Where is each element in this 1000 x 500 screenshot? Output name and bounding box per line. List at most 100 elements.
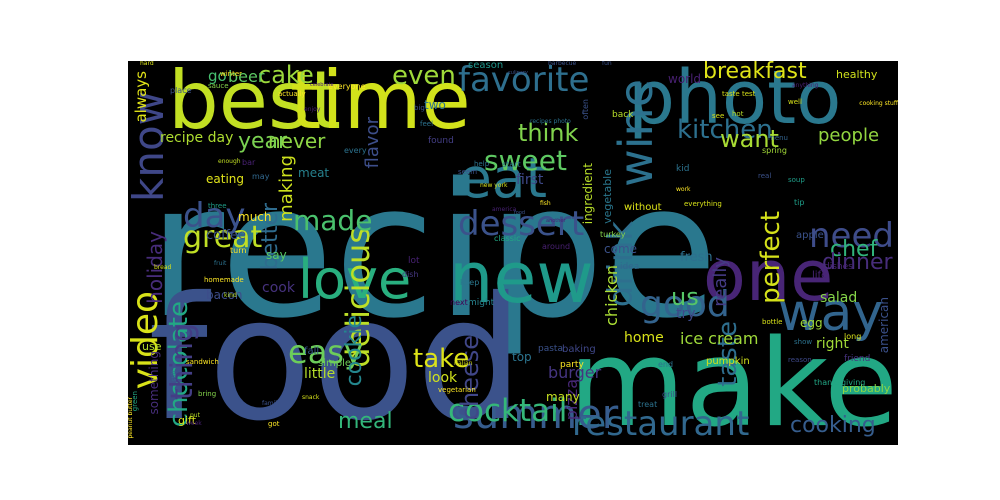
word-106: classic (494, 234, 521, 243)
word-79: simple (318, 358, 352, 369)
word-54: chicken (602, 265, 621, 326)
word-91: gift (178, 414, 197, 427)
word-41: us (671, 283, 699, 311)
word-20: restaurant (572, 404, 750, 444)
word-76: eating (206, 172, 244, 186)
word-65: look (428, 370, 458, 386)
word-114: tip (794, 198, 805, 207)
word-172: america (492, 206, 517, 213)
word-81: egg (800, 316, 823, 330)
word-83: two (424, 98, 446, 112)
word-123: spring (762, 146, 787, 155)
word-68: home (624, 330, 664, 346)
word-35: perfect (756, 211, 786, 304)
word-85: dishes (824, 262, 853, 272)
word-162: treat (638, 400, 658, 409)
word-40: cooking (790, 413, 876, 438)
word-143: bring (198, 390, 217, 398)
word-6: new (449, 237, 594, 319)
word-170: cooking stuff (859, 100, 898, 107)
word-109: seem (458, 168, 478, 176)
word-105: around (542, 242, 571, 251)
word-136: three (208, 202, 227, 210)
word-69: right (816, 336, 849, 352)
word-121: long (844, 332, 862, 341)
word-180: barbecue (548, 61, 577, 67)
word-49: breakfast (703, 61, 807, 84)
word-95: pumpkin (706, 356, 750, 367)
word-96: thanksgiving (814, 378, 866, 387)
word-131: bar (242, 158, 256, 167)
word-48: people (818, 125, 880, 146)
word-33: cake (258, 61, 314, 89)
word-39: chef (830, 237, 878, 262)
word-78: meat (298, 166, 330, 180)
word-38: think (518, 119, 579, 147)
word-26: made (293, 204, 373, 237)
word-89: say (266, 248, 287, 262)
word-151: place (170, 86, 192, 95)
word-74: salad (820, 290, 858, 306)
word-116: well (788, 98, 802, 106)
word-84: american (877, 297, 891, 354)
word-147: snack (302, 394, 320, 401)
word-37: sweet (484, 144, 567, 177)
word-127: back (612, 110, 634, 120)
word-44: year (238, 129, 288, 154)
word-141: fruit (214, 260, 227, 267)
word-50: flavor (362, 117, 383, 169)
word-108: help (474, 160, 490, 168)
word-167: new york (480, 182, 508, 189)
word-52: meal (338, 409, 393, 434)
word-138: kind (224, 292, 237, 299)
word-72: come (604, 242, 638, 256)
word-17: great (183, 220, 263, 255)
word-158: hot (732, 110, 744, 118)
word-18: need (809, 216, 894, 256)
word-119: idea (620, 262, 640, 272)
word-155: hard (140, 61, 154, 67)
word-58: go (208, 67, 227, 85)
word-133: every (344, 146, 367, 155)
word-140: bread (154, 264, 172, 271)
word-55: ice cream (680, 329, 759, 348)
word-142: sandwich (186, 358, 219, 366)
word-175: enjoy (304, 106, 321, 113)
word-47: never (268, 129, 326, 153)
word-157: work (676, 186, 691, 193)
word-144: put (190, 412, 200, 419)
word-32: kitchen (677, 115, 773, 145)
word-153: everyone (328, 82, 366, 91)
word-154: sauce (208, 82, 229, 90)
word-90: use (142, 340, 162, 353)
word-161: grill (662, 390, 678, 399)
word-128: found (428, 136, 454, 146)
word-111: without (624, 202, 662, 213)
word-82: world (668, 72, 702, 86)
word-126: kid (676, 164, 690, 174)
word-168: show (794, 338, 813, 346)
word-107: start (502, 160, 521, 169)
word-149: still (171, 371, 178, 382)
word-135: may (252, 172, 270, 181)
word-94: probably (842, 382, 891, 395)
word-124: menu (768, 134, 788, 142)
word-56: really (710, 257, 731, 307)
word-5: photo (628, 61, 842, 141)
word-cloud-panel: recipe food make best time photo new one eat wine… (128, 61, 898, 445)
word-64: bacon (206, 288, 243, 302)
word-62: cook (262, 280, 295, 296)
word-117: friend (844, 354, 871, 364)
word-113: apple (796, 230, 824, 241)
word-152: actually (278, 90, 306, 98)
word-166: italian (454, 360, 473, 367)
word-169: anything (792, 82, 819, 89)
word-102: keep (460, 278, 480, 287)
word-174: recipes photo (530, 118, 571, 125)
word-7: one (703, 235, 834, 317)
word-165: fun (602, 61, 612, 67)
word-129: feel (420, 120, 434, 128)
word-16: day (183, 196, 246, 236)
word-146: family (262, 400, 281, 407)
word-176: fish (540, 200, 551, 207)
